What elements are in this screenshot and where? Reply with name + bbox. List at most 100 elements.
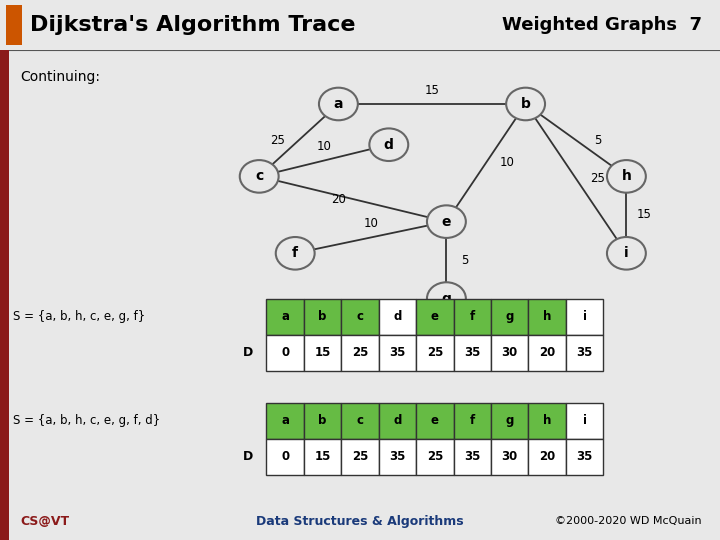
Text: b: b	[521, 97, 531, 111]
Text: f: f	[292, 246, 298, 260]
Text: e: e	[441, 214, 451, 228]
Bar	[0, 502, 9, 540]
Bar	[454, 439, 491, 475]
Bar	[304, 299, 341, 335]
Ellipse shape	[427, 205, 466, 238]
Text: Weighted Graphs  7: Weighted Graphs 7	[502, 16, 702, 34]
Ellipse shape	[369, 129, 408, 161]
Text: 0: 0	[281, 450, 289, 463]
Text: h: h	[543, 310, 552, 323]
Bar	[379, 299, 416, 335]
Text: 15: 15	[315, 346, 330, 359]
Bar	[491, 335, 528, 371]
Ellipse shape	[240, 160, 279, 193]
Text: 35: 35	[464, 346, 480, 359]
Text: S = {a, b, h, c, e, g, f, d}: S = {a, b, h, c, e, g, f, d}	[13, 414, 161, 427]
Text: 35: 35	[390, 450, 405, 463]
Text: b: b	[318, 414, 327, 427]
Bar	[341, 299, 379, 335]
Text: 20: 20	[331, 193, 346, 206]
Text: 25: 25	[590, 172, 605, 185]
Text: b: b	[318, 310, 327, 323]
Text: d: d	[384, 138, 394, 152]
Text: c: c	[356, 310, 364, 323]
Text: CS@VT: CS@VT	[20, 515, 69, 528]
Bar	[304, 403, 341, 439]
Bar	[304, 335, 341, 371]
Bar	[491, 439, 528, 475]
Text: f: f	[469, 414, 475, 427]
Text: h: h	[543, 414, 552, 427]
Ellipse shape	[319, 87, 358, 120]
Text: e: e	[431, 310, 439, 323]
Bar	[266, 335, 304, 371]
Text: 30: 30	[502, 450, 518, 463]
Bar	[566, 403, 603, 439]
Text: 15: 15	[315, 450, 330, 463]
Bar	[528, 403, 566, 439]
Bar	[454, 403, 491, 439]
Text: 15: 15	[425, 84, 439, 97]
Text: g: g	[441, 292, 451, 306]
Text: Continuing:: Continuing:	[20, 70, 100, 84]
Bar	[454, 299, 491, 335]
Text: ©2000-2020 WD McQuain: ©2000-2020 WD McQuain	[555, 516, 702, 526]
Text: 20: 20	[539, 346, 555, 359]
Text: g: g	[505, 414, 514, 427]
Text: i: i	[582, 414, 587, 427]
Bar	[341, 439, 379, 475]
Text: D: D	[243, 346, 253, 359]
Text: D: D	[243, 450, 253, 463]
Text: 35: 35	[577, 450, 593, 463]
Text: d: d	[393, 414, 402, 427]
Bar	[528, 335, 566, 371]
Text: i: i	[624, 246, 629, 260]
Text: 25: 25	[352, 346, 368, 359]
Text: 25: 25	[427, 346, 443, 359]
Bar	[528, 299, 566, 335]
Bar	[266, 439, 304, 475]
Text: 35: 35	[577, 346, 593, 359]
Text: e: e	[431, 414, 439, 427]
Text: d: d	[393, 310, 402, 323]
Text: c: c	[255, 170, 264, 184]
Bar	[304, 439, 341, 475]
Bar	[566, 439, 603, 475]
Bar	[416, 335, 454, 371]
Text: 0: 0	[281, 346, 289, 359]
Bar	[454, 335, 491, 371]
Text: 35: 35	[390, 346, 405, 359]
Bar	[379, 403, 416, 439]
Bar	[341, 335, 379, 371]
Text: f: f	[469, 310, 475, 323]
Bar	[6, 5, 22, 45]
Text: 20: 20	[539, 450, 555, 463]
Bar	[0, 50, 9, 502]
Text: 5: 5	[594, 134, 601, 147]
Text: 25: 25	[270, 134, 284, 147]
Bar	[416, 439, 454, 475]
Bar	[528, 439, 566, 475]
Text: 25: 25	[352, 450, 368, 463]
Text: 35: 35	[464, 450, 480, 463]
Ellipse shape	[427, 282, 466, 315]
Text: c: c	[356, 414, 364, 427]
Text: a: a	[281, 310, 289, 323]
Bar	[491, 299, 528, 335]
Bar	[491, 403, 528, 439]
Text: Dijkstra's Algorithm Trace: Dijkstra's Algorithm Trace	[30, 15, 356, 35]
Text: 10: 10	[364, 218, 378, 231]
Text: 30: 30	[502, 346, 518, 359]
Text: h: h	[621, 170, 631, 184]
Text: S = {a, b, h, c, e, g, f}: S = {a, b, h, c, e, g, f}	[13, 310, 145, 323]
Text: 25: 25	[427, 450, 443, 463]
Text: 5: 5	[461, 254, 468, 267]
Bar	[266, 299, 304, 335]
Bar	[416, 403, 454, 439]
Text: 15: 15	[637, 208, 652, 221]
Bar	[266, 403, 304, 439]
Text: 10: 10	[500, 156, 515, 170]
Text: a: a	[281, 414, 289, 427]
Ellipse shape	[607, 237, 646, 269]
Text: g: g	[505, 310, 514, 323]
